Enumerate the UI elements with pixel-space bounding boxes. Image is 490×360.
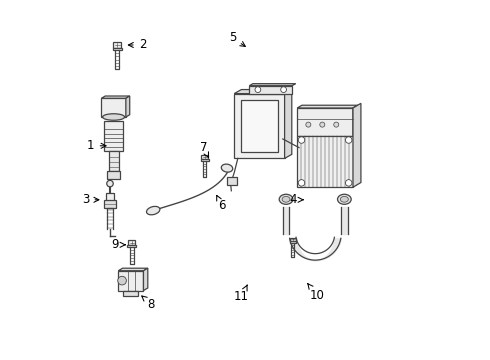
Circle shape <box>298 180 305 186</box>
Ellipse shape <box>102 114 124 120</box>
Polygon shape <box>126 96 130 117</box>
Circle shape <box>345 180 352 186</box>
Bar <box>201 155 208 159</box>
Polygon shape <box>353 105 358 136</box>
Circle shape <box>118 276 126 285</box>
Circle shape <box>298 137 305 143</box>
Ellipse shape <box>338 194 351 204</box>
Text: 11: 11 <box>234 285 249 303</box>
Text: 4: 4 <box>290 193 303 206</box>
Circle shape <box>281 87 287 93</box>
Circle shape <box>107 180 113 187</box>
Text: 1: 1 <box>87 139 106 152</box>
Bar <box>290 238 296 241</box>
Polygon shape <box>297 105 358 108</box>
Polygon shape <box>241 100 278 152</box>
Polygon shape <box>118 271 144 291</box>
Text: 10: 10 <box>308 284 324 302</box>
Polygon shape <box>353 103 361 187</box>
Polygon shape <box>249 86 292 94</box>
Bar <box>127 245 136 247</box>
Text: 7: 7 <box>200 141 209 157</box>
Circle shape <box>320 122 325 127</box>
Circle shape <box>306 122 311 127</box>
Text: 9: 9 <box>112 238 125 251</box>
Text: 8: 8 <box>142 296 155 311</box>
Text: 2: 2 <box>128 39 146 51</box>
Bar <box>113 42 121 48</box>
Polygon shape <box>118 268 148 271</box>
Polygon shape <box>249 84 296 86</box>
Bar <box>106 193 114 207</box>
Bar <box>123 291 139 296</box>
Bar <box>227 177 237 185</box>
Bar <box>109 151 119 171</box>
Bar <box>297 136 353 187</box>
Polygon shape <box>144 268 148 291</box>
Polygon shape <box>297 108 353 136</box>
Polygon shape <box>101 96 130 98</box>
Text: 6: 6 <box>217 195 225 212</box>
Bar <box>107 171 120 179</box>
Ellipse shape <box>147 206 160 215</box>
Polygon shape <box>234 94 285 158</box>
Ellipse shape <box>279 194 293 204</box>
Bar <box>290 241 296 243</box>
Bar <box>103 200 117 208</box>
Ellipse shape <box>341 197 348 202</box>
Bar <box>128 240 135 245</box>
Ellipse shape <box>282 197 290 202</box>
Polygon shape <box>101 98 126 117</box>
Circle shape <box>345 137 352 143</box>
Bar <box>104 121 123 151</box>
Circle shape <box>334 122 339 127</box>
Circle shape <box>255 87 261 93</box>
Polygon shape <box>234 90 292 94</box>
Polygon shape <box>285 90 292 158</box>
Ellipse shape <box>221 164 233 172</box>
Text: 3: 3 <box>82 193 99 206</box>
Bar <box>113 48 122 50</box>
Text: 5: 5 <box>229 31 245 46</box>
Bar <box>201 159 209 161</box>
